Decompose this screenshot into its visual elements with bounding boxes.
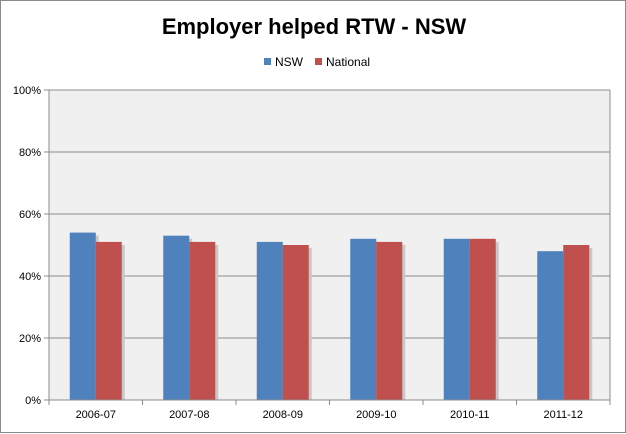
x-tick-label: 2011-12 [543,409,583,421]
bar-nsw-2007-08 [163,235,190,400]
y-tick-label: 80% [19,147,41,159]
y-tick-label: 100% [13,85,41,97]
bar-nsw-2011-12 [537,251,564,400]
y-tick-label: 20% [19,333,41,345]
legend-label-nsw: NSW [275,55,304,69]
axes [48,90,611,405]
bar-nsw-2010-11 [443,238,470,400]
legend-swatch-national [315,58,322,65]
y-tick-label: 60% [19,209,41,221]
bar-national-2006-07 [95,241,122,400]
y-tick-label: 40% [19,271,41,283]
x-tick-label: 2009-10 [356,409,396,421]
y-tick-labels: 0% 20% 40% 60% 80% 100% [13,85,41,407]
bar-national-2008-09 [282,245,309,400]
bar-national-2011-12 [563,245,590,400]
bar-nsw-2008-09 [256,241,283,400]
chart-title: Employer helped RTW - NSW [162,14,467,39]
x-tick-label: 2008-09 [263,409,303,421]
bar-national-2009-10 [376,241,403,400]
bar-nsw-2006-07 [69,232,96,400]
plot-area [49,90,610,400]
legend-swatch-nsw [264,58,271,65]
x-tick-label: 2006-07 [76,409,116,421]
bar-national-2007-08 [189,241,216,400]
gridlines [44,89,610,401]
legend-label-national: National [326,55,370,69]
bar-nsw-2009-10 [350,238,377,400]
y-tick-label: 0% [25,395,41,407]
legend: NSW National [264,55,370,69]
bars [69,232,593,400]
x-tick-label: 2010-11 [450,409,490,421]
x-tick-label: 2007-08 [169,409,209,421]
bar-national-2010-11 [469,238,496,400]
x-tick-labels: 2006-07 2007-08 2008-09 2009-10 2010-11 2011-… [76,409,583,421]
